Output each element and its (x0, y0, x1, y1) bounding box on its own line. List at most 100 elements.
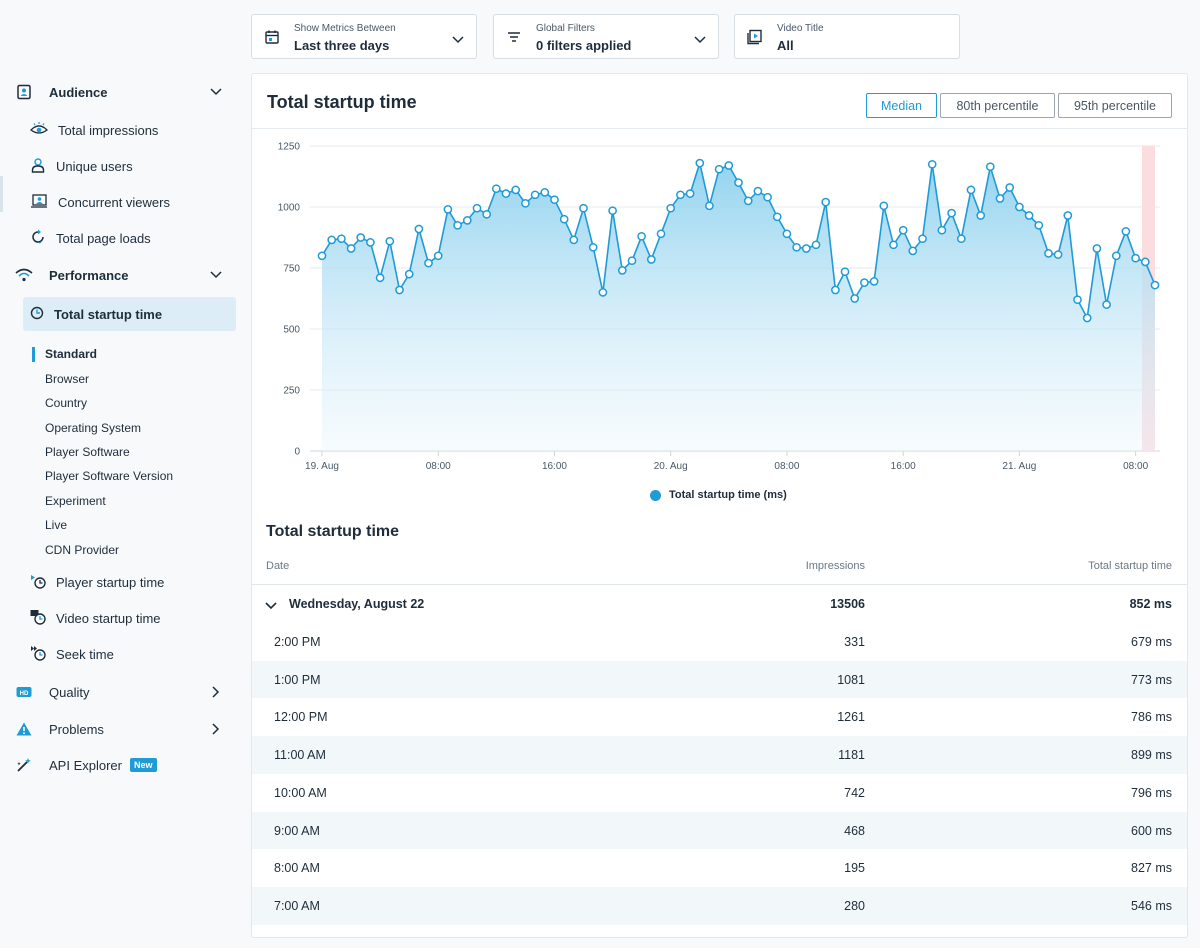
sidebar-section-api-explorer[interactable]: API Explorer New (14, 750, 236, 780)
breakdown-player-software[interactable]: Player Software (45, 445, 130, 459)
data-point[interactable] (763, 192, 772, 202)
data-point[interactable] (337, 234, 346, 244)
data-point[interactable] (676, 190, 685, 200)
data-point[interactable] (685, 189, 695, 198)
data-point[interactable] (792, 242, 801, 252)
data-point[interactable] (1131, 253, 1140, 263)
data-point[interactable] (1044, 249, 1053, 258)
data-point[interactable] (821, 197, 831, 207)
data-point[interactable] (346, 244, 356, 253)
data-point[interactable] (385, 236, 395, 246)
data-point[interactable] (404, 269, 414, 279)
data-point[interactable] (569, 235, 579, 245)
table-row[interactable]: 8:00 AM 195 827 ms (252, 849, 1187, 887)
date-range-filter[interactable]: Show Metrics Between Last three days (251, 14, 477, 59)
data-point[interactable] (482, 209, 492, 219)
data-point[interactable] (617, 266, 627, 275)
table-row[interactable]: 9:00 AM 468 600 ms (252, 811, 1187, 850)
breakdown-player-software-version[interactable]: Player Software Version (45, 469, 174, 483)
data-point[interactable] (1024, 211, 1034, 220)
data-point[interactable] (424, 258, 433, 268)
data-point[interactable] (540, 188, 550, 197)
p95-button[interactable]: 95th percentile (1058, 93, 1172, 118)
data-point[interactable] (1102, 300, 1111, 309)
sidebar-section-problems[interactable]: Problems (14, 714, 236, 744)
sidebar-item-total-impressions[interactable]: Total impressions (30, 115, 158, 145)
table-row[interactable]: 1:00 PM 1081 773 ms (252, 660, 1187, 699)
data-point[interactable] (1121, 227, 1131, 236)
data-point[interactable] (521, 198, 530, 208)
sidebar-item-total-page-loads[interactable]: Total page loads (30, 223, 151, 253)
breakdown-browser[interactable]: Browser (45, 372, 90, 386)
table-row[interactable]: 10:00 AM 742 796 ms (252, 774, 1187, 812)
video-title-filter[interactable]: Video Title All (734, 14, 960, 59)
data-point[interactable] (656, 229, 666, 239)
data-point[interactable] (491, 184, 501, 194)
data-point[interactable] (976, 211, 986, 220)
data-point[interactable] (637, 231, 646, 241)
data-point[interactable] (366, 238, 375, 247)
data-point[interactable] (462, 216, 472, 225)
chevron-down-icon[interactable] (265, 597, 279, 611)
data-point[interactable] (317, 251, 327, 261)
sidebar-item-seek-time[interactable]: Seek time (30, 639, 114, 669)
data-point[interactable] (598, 288, 608, 297)
table-row[interactable]: 2:00 PM 331 679 ms (252, 623, 1187, 661)
data-point[interactable] (453, 220, 462, 230)
data-point[interactable] (927, 159, 937, 169)
data-point[interactable] (743, 196, 753, 206)
data-point[interactable] (695, 158, 705, 168)
data-point[interactable] (985, 162, 995, 172)
data-point[interactable] (1005, 183, 1015, 192)
data-point[interactable] (414, 224, 424, 234)
data-point[interactable] (801, 244, 811, 253)
data-point[interactable] (918, 234, 927, 244)
data-point[interactable] (433, 251, 443, 261)
sidebar-item-unique-users[interactable]: Unique users (30, 151, 133, 181)
data-point[interactable] (898, 225, 908, 235)
data-point[interactable] (724, 161, 734, 170)
breakdown-operating-system[interactable]: Operating System (45, 421, 142, 435)
data-point[interactable] (608, 206, 617, 216)
data-point[interactable] (947, 208, 956, 218)
table-row[interactable]: 12:00 PM 1261 786 ms (252, 698, 1187, 736)
data-point[interactable] (850, 294, 860, 303)
data-point[interactable] (1150, 280, 1160, 290)
data-point[interactable] (550, 195, 559, 205)
data-point[interactable] (966, 185, 976, 195)
data-point[interactable] (772, 212, 782, 222)
column-header-startup-time[interactable]: Total startup time (1088, 560, 1172, 572)
sidebar-item-player-startup-time[interactable]: Player startup time (30, 567, 164, 597)
data-point[interactable] (753, 186, 763, 196)
breakdown-cdn-provider[interactable]: CDN Provider (45, 543, 120, 557)
data-point[interactable] (1073, 295, 1082, 305)
data-point[interactable] (937, 225, 947, 235)
data-point[interactable] (627, 256, 637, 266)
data-point[interactable] (840, 267, 850, 277)
data-point[interactable] (811, 240, 821, 250)
data-point[interactable] (782, 229, 792, 239)
table-group-row[interactable]: Wednesday, August 22 13506 852 ms (252, 585, 1187, 623)
data-point[interactable] (956, 234, 966, 244)
data-point[interactable] (375, 273, 385, 283)
p80-button[interactable]: 80th percentile (940, 93, 1055, 118)
breakdown-standard[interactable]: Standard (45, 347, 98, 361)
sidebar-section-performance[interactable]: Performance (14, 260, 236, 290)
data-point[interactable] (579, 203, 588, 213)
data-point[interactable] (511, 185, 521, 195)
breakdown-experiment[interactable]: Experiment (45, 494, 106, 508)
chart-area[interactable]: 0 250 500 750 1000 1250 19. Aug 08:00 16:00 20. … (252, 129, 1187, 514)
data-point[interactable] (530, 190, 540, 200)
global-filters-dropdown[interactable]: Global Filters 0 filters applied (493, 14, 719, 59)
breakdown-live[interactable]: Live (45, 518, 68, 532)
sidebar-section-quality[interactable]: HD Quality (14, 677, 236, 707)
data-point[interactable] (559, 214, 569, 224)
data-point[interactable] (705, 201, 714, 211)
data-point[interactable] (666, 203, 676, 213)
sidebar-item-video-startup-time[interactable]: Video startup time (30, 603, 161, 633)
data-point[interactable] (1111, 251, 1121, 261)
data-point[interactable] (356, 233, 366, 242)
data-point[interactable] (714, 164, 724, 174)
chart-legend[interactable]: Total startup time (ms) (650, 489, 787, 501)
data-point[interactable] (1092, 244, 1102, 253)
